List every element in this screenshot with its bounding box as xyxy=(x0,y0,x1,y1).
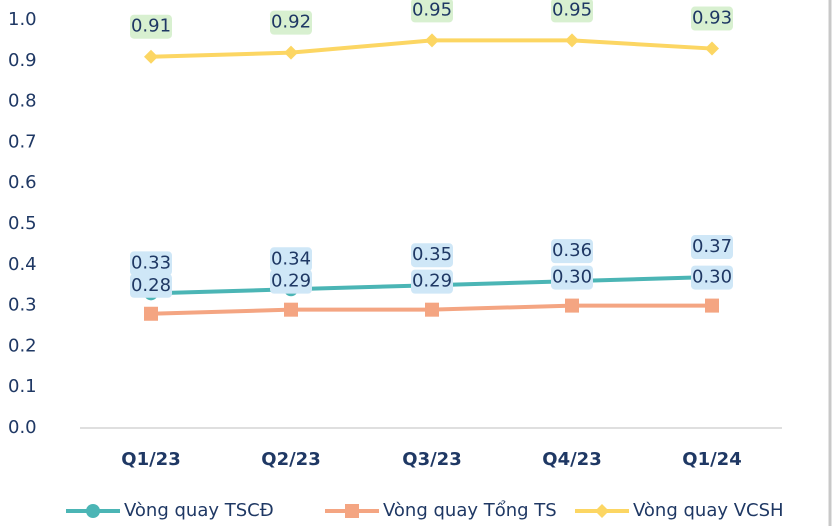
label-box xyxy=(411,0,453,23)
data-label: 0.93 xyxy=(692,8,732,29)
data-label: 0.92 xyxy=(271,12,311,33)
data-point xyxy=(705,41,719,56)
data-label: 0.35 xyxy=(412,244,452,265)
data-point xyxy=(705,298,719,313)
data-label: 0.95 xyxy=(552,0,592,20)
label-box xyxy=(551,239,593,264)
y-tick-label: 1.0 xyxy=(8,9,37,30)
y-tick-label: 0.7 xyxy=(8,131,37,152)
label-box xyxy=(691,6,733,31)
label-box xyxy=(691,265,733,290)
legend-label: Vòng quay TSCĐ xyxy=(124,500,274,521)
data-label: 0.36 xyxy=(552,240,592,261)
data-point xyxy=(565,33,579,48)
y-tick-label: 0.1 xyxy=(8,376,37,397)
label-box xyxy=(130,273,172,298)
legend-marker xyxy=(86,504,100,518)
label-box xyxy=(270,247,312,272)
x-tick-label: Q4/23 xyxy=(542,449,601,470)
data-label: 0.95 xyxy=(412,0,452,20)
data-point xyxy=(144,306,158,321)
y-tick-label: 0.2 xyxy=(8,335,37,356)
data-point xyxy=(565,298,579,313)
label-box xyxy=(270,10,312,35)
data-point xyxy=(284,45,298,60)
label-box xyxy=(130,14,172,39)
y-tick-label: 0.3 xyxy=(8,295,37,316)
data-point xyxy=(425,33,439,48)
data-label: 0.91 xyxy=(131,16,171,37)
legend-marker xyxy=(595,504,609,518)
data-point xyxy=(425,302,439,317)
data-label: 0.29 xyxy=(412,271,452,292)
label-box xyxy=(130,251,172,276)
data-label: 0.28 xyxy=(131,275,171,296)
x-tick-label: Q3/23 xyxy=(402,449,461,470)
y-tick-label: 0.8 xyxy=(8,91,37,112)
y-tick-label: 0.0 xyxy=(8,417,37,438)
y-tick-label: 0.5 xyxy=(8,213,37,234)
label-box xyxy=(691,235,733,260)
data-point xyxy=(144,49,158,64)
data-label: 0.29 xyxy=(271,271,311,292)
legend-marker xyxy=(345,504,359,518)
legend-label: Vòng quay Tổng TS xyxy=(383,500,557,521)
label-box xyxy=(551,0,593,23)
label-box xyxy=(551,265,593,290)
data-label: 0.33 xyxy=(131,252,171,273)
y-tick-label: 0.9 xyxy=(8,50,37,71)
data-label: 0.30 xyxy=(552,267,592,288)
label-box xyxy=(411,269,453,294)
x-tick-label: Q2/23 xyxy=(261,449,320,470)
label-box xyxy=(270,269,312,294)
y-tick-label: 0.6 xyxy=(8,172,37,193)
data-point xyxy=(284,302,298,317)
label-box xyxy=(411,243,453,268)
legend-label: Vòng quay VCSH xyxy=(633,500,784,521)
x-tick-label: Q1/23 xyxy=(121,449,180,470)
data-label: 0.34 xyxy=(271,248,311,269)
y-tick-label: 0.4 xyxy=(8,254,37,275)
x-tick-label: Q1/24 xyxy=(682,449,741,470)
data-label: 0.37 xyxy=(692,236,732,257)
data-label: 0.30 xyxy=(692,267,732,288)
